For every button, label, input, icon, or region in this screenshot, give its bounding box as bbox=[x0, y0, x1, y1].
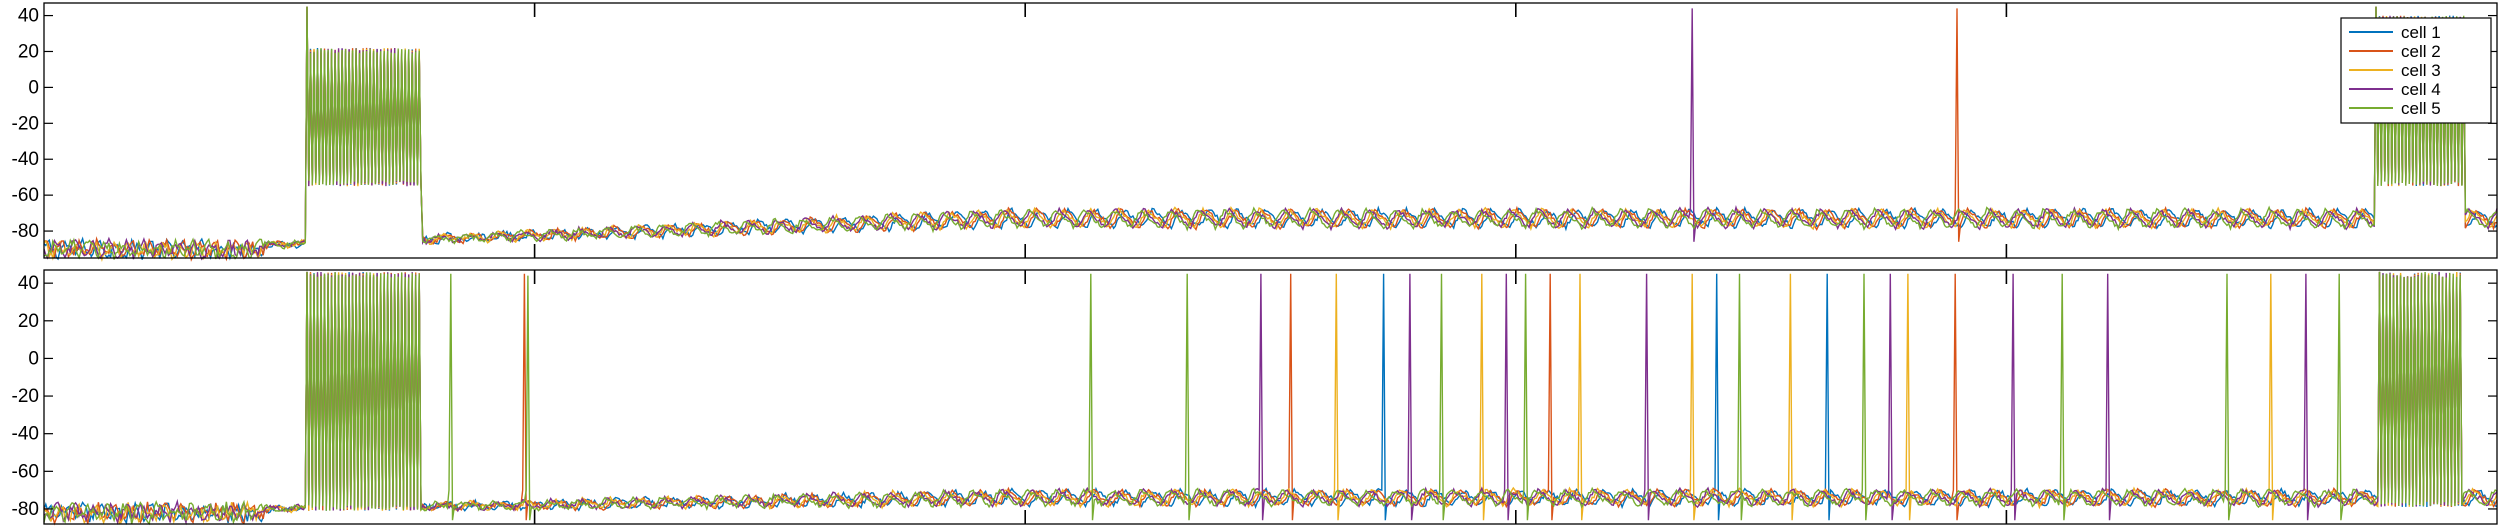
bottom-axes-box bbox=[43, 269, 2498, 525]
bottom-x-axis bbox=[533, 270, 2008, 524]
y-tick-label: -20 bbox=[12, 113, 39, 134]
top-axes-box bbox=[43, 2, 2498, 259]
series-5-line bbox=[43, 271, 2498, 526]
top-y-axis: 40 20 0 -20 -40 -60 -80 bbox=[12, 6, 2497, 242]
y-tick-label: 40 bbox=[18, 273, 39, 294]
y-tick-label: -80 bbox=[12, 221, 39, 242]
bottom-panel: 40 20 0 -20 -40 -60 -80 bbox=[12, 269, 2498, 526]
series-5-line bbox=[43, 6, 2498, 260]
y-tick-label: 0 bbox=[28, 77, 39, 98]
top-x-axis bbox=[533, 3, 2008, 258]
y-tick-label: -80 bbox=[12, 499, 39, 520]
legend-label: cell 3 bbox=[2401, 61, 2441, 80]
y-tick-label: 40 bbox=[18, 6, 39, 27]
y-tick-label: 0 bbox=[28, 348, 39, 369]
series-3-line bbox=[43, 6, 2498, 263]
top-traces bbox=[43, 6, 2498, 263]
legend-label: cell 5 bbox=[2401, 99, 2441, 118]
series-1-line bbox=[43, 6, 2498, 261]
y-tick-label: 20 bbox=[18, 311, 39, 332]
y-tick-label: -40 bbox=[12, 424, 39, 445]
y-tick-label: -60 bbox=[12, 185, 39, 206]
y-tick-label: -60 bbox=[12, 461, 39, 482]
legend-label: cell 1 bbox=[2401, 23, 2441, 42]
legend-label: cell 4 bbox=[2401, 80, 2441, 99]
legend-label: cell 2 bbox=[2401, 42, 2441, 61]
y-tick-label: -40 bbox=[12, 149, 39, 170]
y-tick-label: -20 bbox=[12, 386, 39, 407]
bottom-y-axis: 40 20 0 -20 -40 -60 -80 bbox=[12, 273, 2497, 520]
y-tick-label: 20 bbox=[18, 41, 39, 62]
bottom-traces bbox=[43, 271, 2498, 526]
